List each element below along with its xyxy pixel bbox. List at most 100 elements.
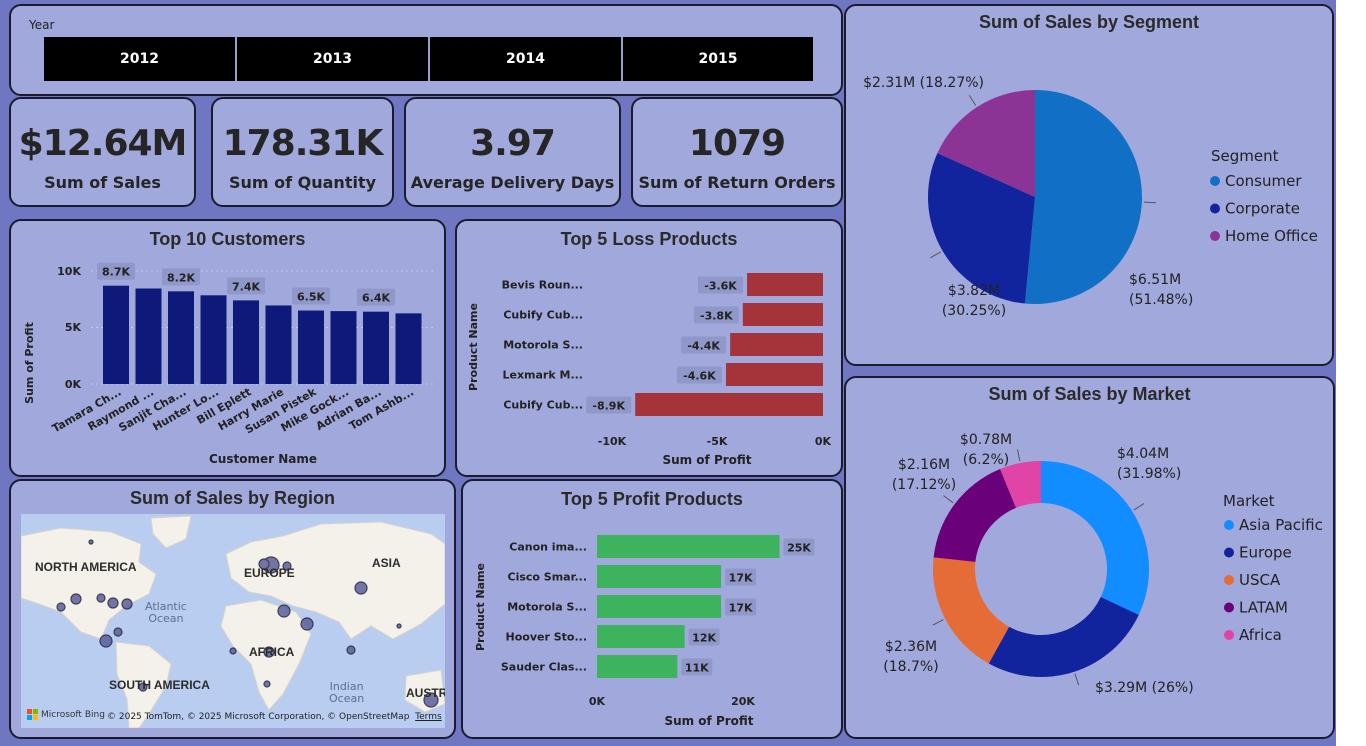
x-axis-title: Sum of Profit xyxy=(664,714,753,728)
y-tick-label: Motorola S... xyxy=(507,601,587,614)
legend-item[interactable]: LATAM xyxy=(1239,599,1288,617)
map-label-south-america: SOUTH AMERICA xyxy=(109,678,210,692)
data-label: 8.2K xyxy=(167,271,195,284)
bar[interactable] xyxy=(747,273,823,296)
bar[interactable] xyxy=(200,295,227,384)
slice-consumer[interactable] xyxy=(1024,90,1143,305)
legend-item[interactable]: Consumer xyxy=(1225,172,1302,190)
y-tick-label: Motorola S... xyxy=(503,339,583,352)
year-button-2013[interactable]: 2013 xyxy=(237,37,430,81)
data-label-bg xyxy=(162,268,200,286)
bar[interactable] xyxy=(168,291,194,384)
attribution-text: © 2025 TomTom, © 2025 Microsoft Corporat… xyxy=(107,712,410,722)
legend-item[interactable]: Africa xyxy=(1239,626,1282,644)
bar[interactable] xyxy=(330,311,357,384)
map-label-africa: AFRICA xyxy=(249,645,295,659)
slice-latam[interactable] xyxy=(933,469,1017,562)
bar[interactable] xyxy=(730,333,823,356)
bar[interactable] xyxy=(597,535,780,558)
kpi-card-returns[interactable]: 1079 Sum of Return Orders xyxy=(631,97,843,207)
slice-africa[interactable] xyxy=(1000,461,1041,508)
slice-label: $2.36M xyxy=(885,639,937,655)
y-tick: 10K xyxy=(57,265,81,278)
terms-link[interactable]: Terms xyxy=(415,712,442,722)
segment-card[interactable]: Sum of Sales by Segment Segment $6.51M (5… xyxy=(844,4,1334,366)
legend-swatch xyxy=(1224,547,1234,558)
year-button-2012[interactable]: 2012 xyxy=(44,37,237,81)
slice-europe[interactable] xyxy=(988,597,1139,677)
microsoft-logo-icon xyxy=(27,709,38,720)
bar[interactable] xyxy=(298,310,324,384)
bar[interactable] xyxy=(597,625,685,648)
data-label-bg xyxy=(357,288,395,306)
bar[interactable] xyxy=(135,288,162,384)
slice-asia-pacific[interactable] xyxy=(1041,461,1149,615)
slice-home-office[interactable] xyxy=(937,90,1035,197)
data-label: -4.4K xyxy=(687,340,720,353)
bar[interactable] xyxy=(742,303,823,326)
data-label-bg xyxy=(725,598,757,616)
market-card[interactable]: Sum of Sales by Market Market $4.04M (31.… xyxy=(844,376,1335,739)
data-label-bg xyxy=(97,262,135,280)
chart-title: Sum of Sales by Market xyxy=(988,384,1191,404)
legend-item[interactable]: USCA xyxy=(1239,571,1281,589)
slice-corporate[interactable] xyxy=(928,153,1035,304)
legend-item[interactable]: Corporate xyxy=(1225,200,1300,218)
y-tick-label: Canon ima... xyxy=(509,541,587,554)
legend-item[interactable]: Asia Pacific xyxy=(1239,516,1323,534)
bar[interactable] xyxy=(635,393,823,416)
loss-products-card[interactable]: Top 5 Loss Products Product Name -10K -5… xyxy=(455,219,843,477)
bar[interactable] xyxy=(363,311,389,384)
dashboard-canvas: Year 2012 2013 2014 2015 $12.64M Sum of … xyxy=(0,0,1336,746)
kpi-card-delivery[interactable]: 3.97 Average Delivery Days xyxy=(404,97,621,207)
year-slicer-label: Year xyxy=(29,18,55,32)
legend-item[interactable]: Europe xyxy=(1239,544,1292,562)
bar[interactable] xyxy=(725,363,823,386)
y-tick: 0K xyxy=(65,378,82,391)
loss-products-chart: Product Name -10K -5K 0K Sum of Profit -… xyxy=(467,273,832,467)
slice-label: $2.31M (18.27%) xyxy=(863,75,984,91)
y-tick-label: Sauder Clas... xyxy=(501,661,587,674)
bar[interactable] xyxy=(395,313,422,384)
bar[interactable] xyxy=(597,655,678,678)
top-customers-card[interactable]: Top 10 Customers Sum of Profit 10K 5K 0K… xyxy=(9,219,446,477)
region-map-card[interactable]: Sum of Sales by Region xyxy=(9,479,456,739)
kpi-label: Average Delivery Days xyxy=(410,173,615,192)
bar[interactable] xyxy=(233,300,259,384)
y-axis-title: Product Name xyxy=(474,563,487,651)
chart-title: Top 5 Profit Products xyxy=(561,489,743,509)
bar[interactable] xyxy=(103,285,129,384)
kpi-card-sales[interactable]: $12.64M Sum of Sales xyxy=(9,97,196,207)
slice-usca[interactable] xyxy=(933,557,1010,664)
bar[interactable] xyxy=(597,595,722,618)
map-label-australia: AUSTR xyxy=(406,686,445,700)
slice-label-pct: (30.25%) xyxy=(942,303,1006,319)
y-tick-label: Cubify Cub... xyxy=(503,399,583,412)
year-button-2014[interactable]: 2014 xyxy=(430,37,623,81)
data-label: 6.5K xyxy=(297,291,325,304)
profit-products-card[interactable]: Top 5 Profit Products Product Name 0K 20… xyxy=(461,479,843,739)
year-button-2015[interactable]: 2015 xyxy=(623,37,813,81)
chart-title: Sum of Sales by Segment xyxy=(978,12,1200,32)
data-label-bg xyxy=(783,538,815,556)
bar[interactable] xyxy=(597,565,722,588)
data-label: 8.7K xyxy=(102,266,130,279)
data-label: 12K xyxy=(692,632,716,645)
bar[interactable] xyxy=(265,305,292,384)
data-label-bg xyxy=(688,628,720,646)
chart-title: Top 5 Loss Products xyxy=(560,229,738,249)
data-label-bg xyxy=(586,396,632,414)
kpi-value: $12.64M xyxy=(18,123,188,164)
kpi-card-quantity[interactable]: 178.31K Sum of Quantity xyxy=(211,97,394,207)
leader-line xyxy=(1143,201,1156,204)
legend-item[interactable]: Home Office xyxy=(1225,227,1318,245)
slice-label-pct: (51.48%) xyxy=(1129,292,1193,308)
map-label-asia: ASIA xyxy=(372,556,401,570)
leader-line xyxy=(930,251,942,259)
chart-title: Top 10 Customers xyxy=(149,229,306,249)
data-label: -3.8K xyxy=(700,310,733,323)
legend-swatch xyxy=(1224,602,1234,613)
legend-title: Segment xyxy=(1211,147,1279,165)
world-map[interactable]: NORTH AMERICA EUROPE ASIA AFRICA SOUTH A… xyxy=(21,514,445,728)
data-label-bg xyxy=(292,287,330,305)
